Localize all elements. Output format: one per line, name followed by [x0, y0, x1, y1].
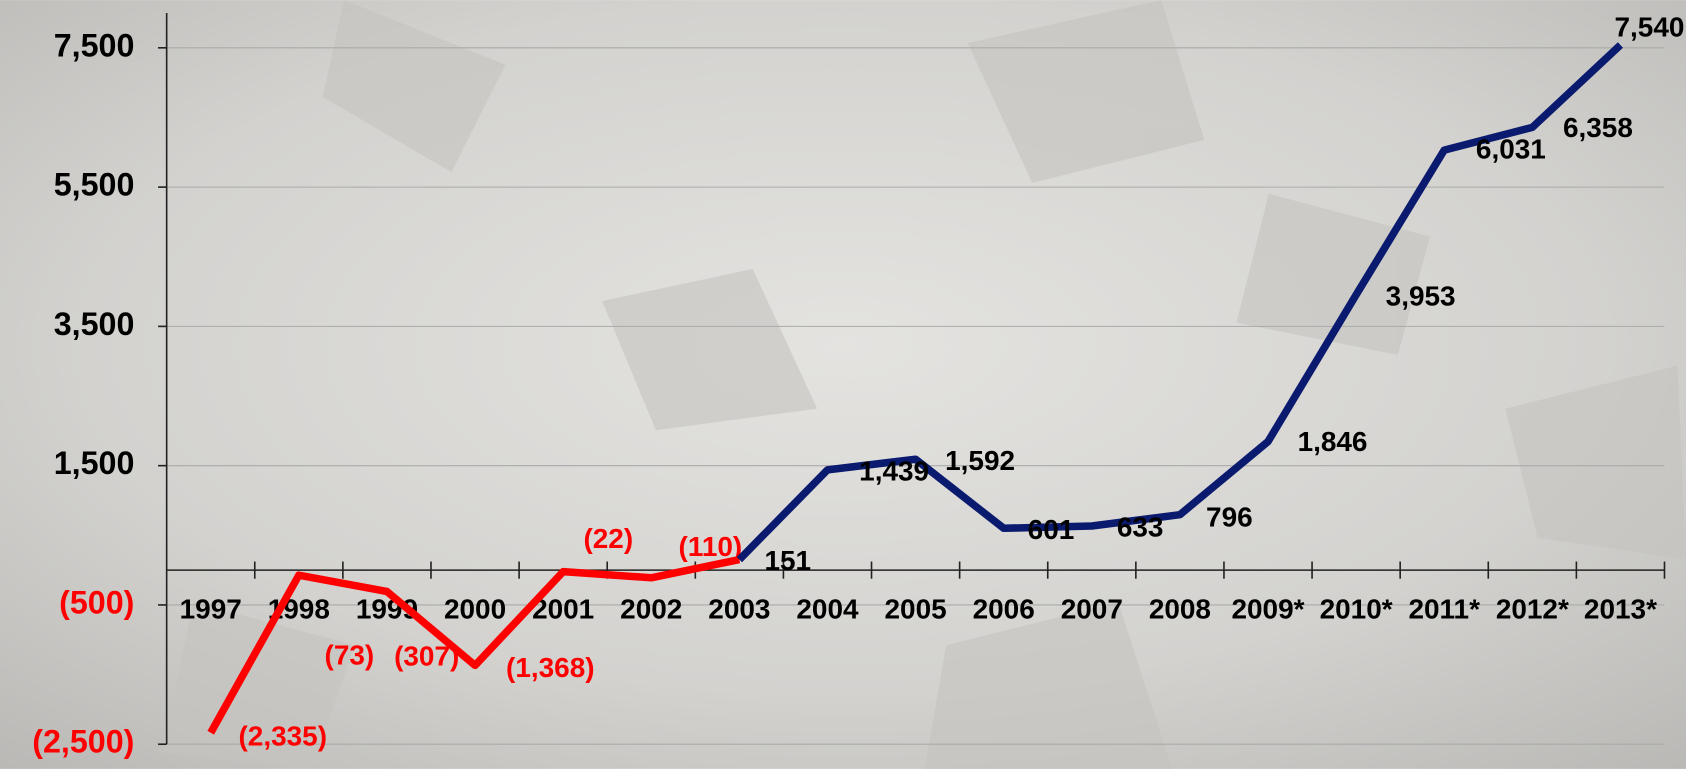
x-tick-label: 2008: [1149, 593, 1211, 624]
x-tick-label: 2013*: [1584, 593, 1657, 624]
data-label: 3,953: [1386, 280, 1456, 311]
y-tick-label: (500): [59, 584, 134, 620]
data-label: 1,846: [1298, 426, 1368, 457]
data-label: 6,358: [1563, 112, 1633, 143]
data-label: 7,540: [1615, 11, 1685, 42]
data-label: 633: [1117, 512, 1164, 543]
x-tick-label: 2006: [973, 593, 1035, 624]
data-label: 6,031: [1476, 134, 1546, 165]
y-tick-label: 1,500: [54, 445, 135, 481]
data-label: 1,439: [859, 456, 929, 487]
y-tick-label: (2,500): [32, 724, 134, 760]
x-tick-label: 2010*: [1320, 593, 1393, 624]
x-tick-label: 2000: [444, 593, 506, 624]
page: {"chart_data": {"type": "line", "categor…: [0, 0, 1686, 769]
data-label: 601: [1028, 514, 1075, 545]
data-label: (1,368): [506, 652, 595, 683]
y-tick-label: 5,500: [54, 167, 135, 203]
y-tick-label: 3,500: [54, 306, 135, 342]
x-tick-label: 2009*: [1231, 593, 1304, 624]
data-label: (73): [325, 639, 375, 670]
data-label: (307): [394, 641, 459, 672]
y-tick-label: 7,500: [54, 27, 135, 63]
x-tick-label: 2003: [708, 593, 770, 624]
x-tick-label: 2004: [796, 593, 859, 624]
data-label: 151: [764, 545, 811, 576]
data-label: 796: [1206, 501, 1253, 532]
x-tick-label: 2005: [885, 593, 947, 624]
x-tick-label: 2012*: [1496, 593, 1569, 624]
x-tick-label: 2011*: [1408, 593, 1480, 624]
x-tick-label: 2002: [620, 593, 682, 624]
data-label: (22): [583, 523, 633, 554]
x-tick-label: 1997: [180, 593, 242, 624]
chart: (2,500)(500)1,5003,5005,5007,50019971998…: [0, 0, 1686, 769]
data-label: 1,592: [945, 445, 1015, 476]
data-label: (110): [679, 531, 743, 562]
x-tick-label: 2007: [1061, 593, 1123, 624]
data-label: (2,335): [238, 720, 327, 751]
